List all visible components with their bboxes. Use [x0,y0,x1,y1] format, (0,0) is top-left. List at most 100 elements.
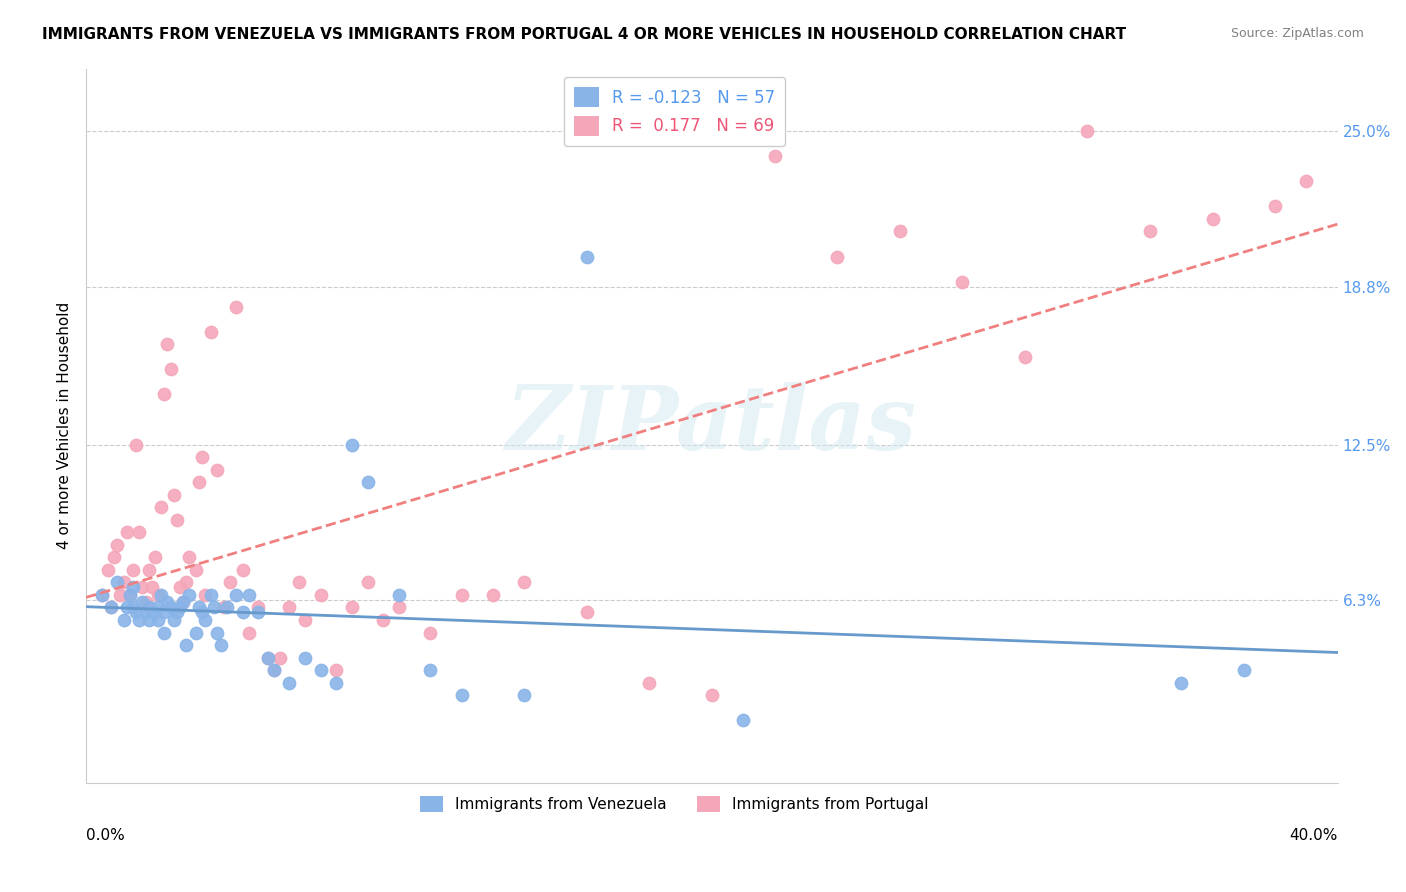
Point [207,462,229,476]
Point [90,588,112,602]
Point [700,688,723,702]
Point [128,525,150,540]
Point [153,606,176,620]
Point [733,713,755,727]
Point [90,588,112,602]
Point [1139,224,1161,238]
Point [146,588,169,602]
Point [103,550,125,565]
Point [278,600,301,615]
Point [225,300,247,314]
Point [187,600,209,615]
Point [125,437,148,451]
Point [112,613,135,627]
Point [238,588,260,602]
Point [513,575,536,590]
Point [184,625,207,640]
Point [231,563,253,577]
Point [194,588,217,602]
Point [110,588,132,602]
Point [97,563,120,577]
Text: 0.0%: 0.0% [86,828,125,843]
Text: ZIPatlas: ZIPatlas [506,383,918,469]
Point [122,581,145,595]
Point [184,563,207,577]
Point [191,450,214,464]
Point [135,595,157,609]
Point [138,563,160,577]
Point [212,600,235,615]
Point [388,588,411,602]
Legend: Immigrants from Venezuela, Immigrants from Portugal: Immigrants from Venezuela, Immigrants fr… [413,790,935,818]
Point [179,588,201,602]
Point [575,606,598,620]
Point [118,588,141,602]
Point [100,600,122,615]
Point [166,606,188,620]
Point [200,325,222,339]
Point [419,663,441,677]
Point [135,606,157,620]
Point [950,275,973,289]
Point [131,581,153,595]
Point [143,606,166,620]
Point [179,550,201,565]
Point [122,563,145,577]
Point [153,387,176,401]
Point [450,688,472,702]
Point [159,362,181,376]
Point [169,600,191,615]
Point [1233,663,1256,677]
Point [357,575,380,590]
Point [763,149,786,163]
Point [340,600,363,615]
Point [125,606,148,620]
Point [309,663,332,677]
Point [256,650,278,665]
Point [638,675,661,690]
Point [163,613,186,627]
Point [166,513,188,527]
Point [141,581,163,595]
Point [575,250,598,264]
Point [159,600,181,615]
Point [825,250,848,264]
Point [1170,675,1192,690]
Point [325,675,347,690]
Point [1014,350,1036,364]
Point [153,625,176,640]
Point [115,525,138,540]
Point [115,600,138,615]
Point [215,600,238,615]
Point [200,588,222,602]
Point [256,650,278,665]
Point [450,588,472,602]
Text: 40.0%: 40.0% [1289,828,1337,843]
Point [150,588,173,602]
Y-axis label: 4 or more Vehicles in Household: 4 or more Vehicles in Household [58,302,72,549]
Point [105,538,128,552]
Point [288,575,311,590]
Point [187,475,209,490]
Point [122,600,145,615]
Point [482,588,505,602]
Point [325,663,347,677]
Point [247,600,270,615]
Text: IMMIGRANTS FROM VENEZUELA VS IMMIGRANTS FROM PORTUGAL 4 OR MORE VEHICLES IN HOUS: IMMIGRANTS FROM VENEZUELA VS IMMIGRANTS … [42,27,1126,42]
Point [1076,124,1098,138]
Point [202,600,225,615]
Point [209,638,232,652]
Point [128,613,150,627]
Point [163,488,186,502]
Point [105,575,128,590]
Point [156,337,179,351]
Point [150,500,173,515]
Point [388,600,411,615]
Point [357,475,380,490]
Point [172,595,194,609]
Point [419,625,441,640]
Point [238,625,260,640]
Point [112,575,135,590]
Point [309,588,332,602]
Point [138,600,160,615]
